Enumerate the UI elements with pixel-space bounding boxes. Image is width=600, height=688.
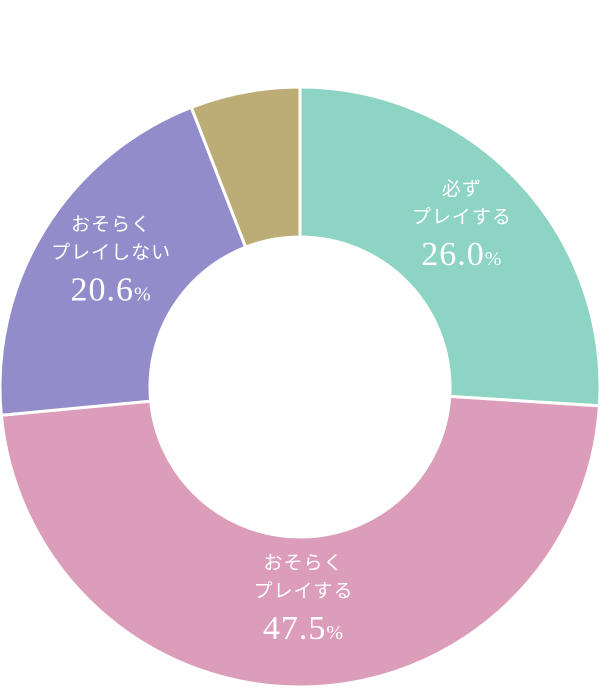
value-unit: % bbox=[326, 622, 344, 644]
value-label: 47.5% bbox=[263, 610, 344, 647]
slice bbox=[0, 105, 248, 417]
slice bbox=[0, 394, 600, 688]
value-number: 26.0 bbox=[421, 236, 485, 273]
value-number: 47.5 bbox=[263, 610, 327, 647]
value-label: 26.0% bbox=[421, 236, 502, 273]
value-unit: % bbox=[485, 248, 503, 270]
slice-label: 必ず bbox=[442, 178, 482, 200]
slice-label: プレイしない bbox=[51, 241, 171, 263]
slice-label: プレイする bbox=[412, 206, 512, 228]
slice bbox=[298, 85, 600, 408]
slice bbox=[189, 85, 302, 250]
value-label: 20.6% bbox=[70, 271, 151, 308]
slice-label: プレイする bbox=[253, 580, 353, 602]
value-unit: % bbox=[134, 283, 152, 305]
slice-label: おそらく bbox=[71, 213, 151, 235]
value-number: 20.6 bbox=[70, 271, 134, 308]
slice-label: おそらく bbox=[263, 552, 343, 574]
